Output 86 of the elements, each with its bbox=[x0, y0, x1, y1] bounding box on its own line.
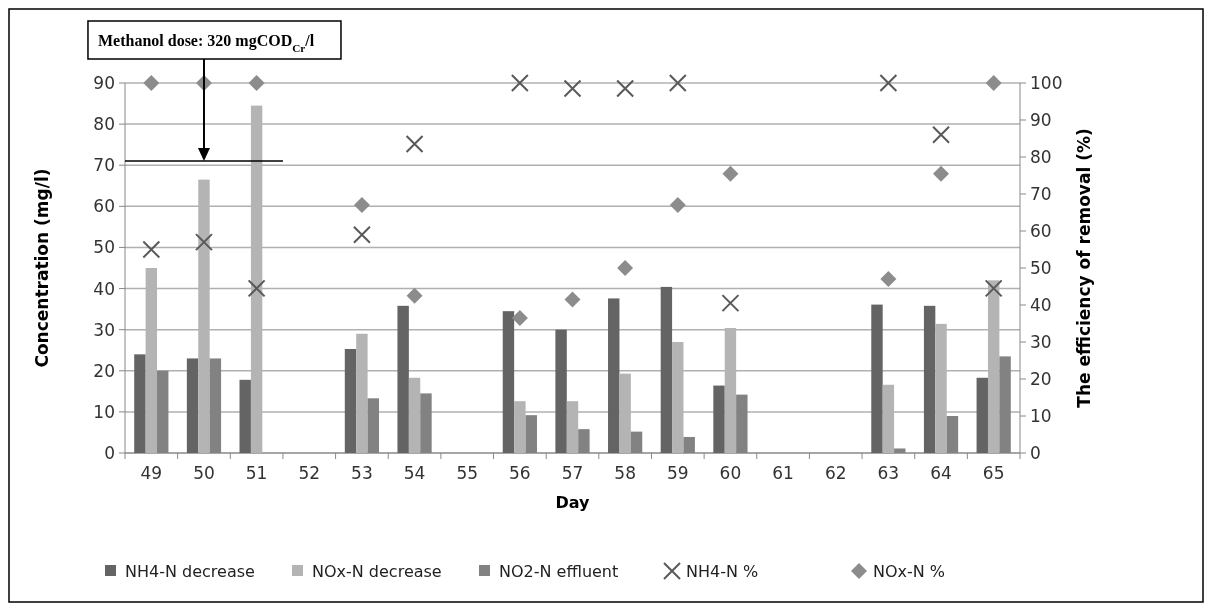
legend-label: NH4-N % bbox=[686, 561, 759, 581]
x-tick-label: 58 bbox=[614, 463, 636, 483]
point bbox=[564, 291, 581, 308]
x-tick-label: 59 bbox=[666, 463, 689, 483]
point bbox=[353, 197, 370, 214]
bar bbox=[608, 298, 620, 453]
y-tick-label: 40 bbox=[93, 278, 115, 299]
point bbox=[984, 279, 1003, 298]
point bbox=[985, 75, 1002, 91]
y-axis-title: Concentration (mg/l) bbox=[32, 168, 52, 368]
point bbox=[932, 125, 951, 144]
point bbox=[563, 79, 582, 98]
point bbox=[668, 74, 687, 92]
point bbox=[616, 79, 635, 98]
x-tick-label: 62 bbox=[824, 463, 847, 483]
legend-label: NOx-N decrease bbox=[312, 561, 442, 581]
bar bbox=[923, 305, 936, 453]
x-tick-label: 63 bbox=[877, 463, 900, 483]
point bbox=[510, 74, 529, 92]
bar bbox=[186, 358, 199, 453]
point bbox=[352, 225, 371, 244]
legend-label: NOx-N % bbox=[873, 561, 946, 581]
point bbox=[142, 240, 161, 259]
point bbox=[880, 271, 897, 288]
point bbox=[511, 309, 528, 326]
y-tick-label: 60 bbox=[93, 196, 115, 217]
y2-tick-label: 50 bbox=[1030, 257, 1052, 278]
x-axis-title: Day bbox=[555, 493, 591, 512]
y-tick-label: 10 bbox=[93, 401, 115, 422]
y-tick-label: 70 bbox=[93, 155, 115, 176]
bar bbox=[239, 379, 251, 453]
point bbox=[247, 279, 266, 298]
point bbox=[722, 165, 739, 182]
y-tick-label: 0 bbox=[104, 442, 115, 463]
y2-tick-label: 10 bbox=[1030, 405, 1052, 426]
y-tick-label: 50 bbox=[93, 237, 115, 258]
y-tick-label: 90 bbox=[93, 72, 115, 93]
bar bbox=[502, 311, 515, 453]
y2-axis-title: The efficiency of removal (%) bbox=[1074, 128, 1094, 408]
x-tick-label: 64 bbox=[930, 463, 952, 483]
y2-tick-label: 70 bbox=[1030, 183, 1052, 204]
point bbox=[194, 233, 213, 252]
y-tick-label: 80 bbox=[93, 114, 115, 135]
y-tick-label: 30 bbox=[93, 319, 115, 340]
bar bbox=[344, 348, 357, 453]
x-tick-label: 53 bbox=[351, 463, 373, 483]
y2-tick-label: 40 bbox=[1030, 294, 1052, 315]
legend-label: NO2-N effluent bbox=[499, 561, 619, 581]
bar bbox=[408, 377, 421, 453]
x-tick-label: 51 bbox=[245, 463, 268, 483]
text: Methanol dose: 320 mgCOD$_{Cr}$/l bbox=[97, 32, 315, 54]
x-tick-label: 65 bbox=[982, 463, 1005, 483]
bar bbox=[660, 286, 673, 453]
point bbox=[406, 287, 423, 304]
x-tick-label: 56 bbox=[509, 463, 531, 483]
y2-tick-label: 0 bbox=[1030, 442, 1041, 463]
y2-tick-label: 30 bbox=[1030, 331, 1052, 352]
point bbox=[143, 75, 160, 91]
bar bbox=[397, 305, 409, 453]
point bbox=[405, 135, 424, 154]
x-tick-label: 61 bbox=[772, 463, 794, 483]
x-tick-label: 60 bbox=[719, 463, 742, 483]
y2-tick-label: 60 bbox=[1030, 220, 1052, 241]
y2-tick-label: 20 bbox=[1030, 368, 1052, 389]
bar bbox=[976, 377, 988, 453]
bar bbox=[713, 385, 725, 453]
y-tick-label: 20 bbox=[93, 360, 115, 381]
x-tick-label: 54 bbox=[403, 463, 426, 483]
point bbox=[617, 260, 634, 276]
x-tick-label: 57 bbox=[561, 463, 584, 483]
bar bbox=[555, 329, 567, 453]
y2-tick-label: 80 bbox=[1030, 146, 1052, 167]
x-tick-label: 52 bbox=[298, 463, 321, 483]
y2-tick-label: 90 bbox=[1030, 109, 1052, 130]
x-tick-label: 55 bbox=[456, 463, 479, 483]
bar bbox=[871, 304, 883, 453]
bar bbox=[134, 354, 146, 453]
point bbox=[669, 197, 686, 214]
point bbox=[933, 165, 950, 182]
point bbox=[879, 74, 898, 92]
legend-label: NH4-N decrease bbox=[125, 561, 255, 581]
y2-tick-label: 100 bbox=[1030, 72, 1063, 93]
point bbox=[248, 75, 265, 91]
point bbox=[721, 294, 740, 313]
x-tick-label: 50 bbox=[193, 463, 215, 483]
x-tick-label: 49 bbox=[140, 463, 163, 483]
